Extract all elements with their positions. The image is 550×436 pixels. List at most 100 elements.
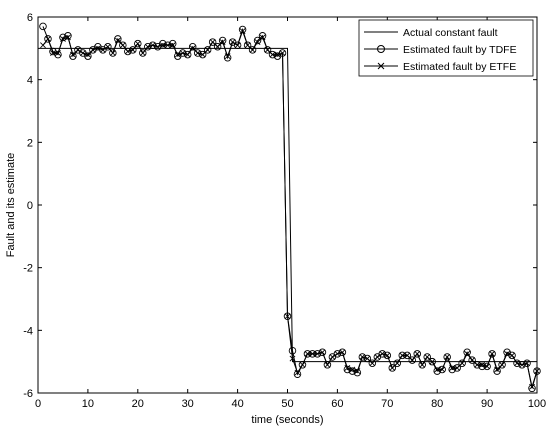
legend-box [358,19,534,77]
etfe-point [129,46,136,53]
etfe-point [399,352,406,359]
x-tick-label: 10 [82,398,94,410]
etfe-point [404,352,411,359]
etfe-point [45,36,51,42]
legend-label-etfe: Estimated fault by ETFE [403,61,516,73]
tdfe-point [243,41,252,49]
tdfe-point [428,357,436,366]
tdfe-point [408,356,417,364]
x-axis-label: time (seconds) [251,414,323,426]
etfe-point [334,350,341,357]
etfe-point [284,313,291,320]
tdfe-point [468,356,476,364]
tdfe-point [388,364,397,372]
etfe-point [189,45,196,52]
tdfe-point [253,36,262,45]
etfe-point [244,42,251,49]
etfe-point [324,361,331,368]
legend-label-actual: Actual constant fault [403,27,498,39]
etfe-point [424,354,431,360]
y-tick-label: 6 [27,12,33,24]
etfe-point [514,360,520,367]
etfe-point [249,46,256,53]
etfe-point [329,354,336,360]
etfe-point [169,42,176,49]
etfe-point [104,43,111,50]
tdfe-point [393,359,402,367]
tdfe-point [323,361,332,369]
etfe-point [234,42,241,49]
tdfe-point [188,43,197,51]
etfe-point [259,34,266,41]
etfe-point [159,42,166,49]
tdfe-point [498,361,506,369]
etfe-point [114,37,121,44]
etfe-point [79,50,86,56]
tdfe-point [418,361,426,369]
tdfe-point [39,22,47,31]
etfe-point [474,361,481,368]
etfe-point [309,350,316,357]
etfe-point [374,354,381,360]
tdfe-point [208,38,217,46]
etfe-point [509,352,515,359]
tdfe-point [488,350,496,358]
tdfe-point [493,367,501,375]
etfe-point [519,361,525,368]
tdfe-point [84,52,92,60]
etfe-point [179,50,186,56]
etfe-point [154,43,161,50]
etfe-point [269,51,276,58]
etfe-point [279,50,286,56]
etfe-point [369,360,376,367]
tdfe-point [114,35,122,43]
etfe-point [219,39,226,45]
tdfe-point [213,43,222,51]
etfe-point [394,360,401,367]
etfe-point [124,48,131,55]
x-tick-label: 80 [431,398,443,410]
tdfe-point [203,46,212,54]
x-tick-label: 40 [231,398,243,410]
etfe-point [529,383,535,390]
tdfe-point [263,46,272,54]
etfe-point [75,46,81,53]
etfe-point [344,365,351,371]
tdfe-point [258,32,267,40]
etfe-point [349,366,356,373]
y-axis-label: Fault and its estimate [5,153,17,258]
plot-frame [37,16,538,394]
legend-marker-etfe [377,62,385,70]
etfe-point [50,50,56,56]
legend: Actual constant fault Estimated fault by… [358,19,534,77]
etfe-point [94,45,101,52]
etfe-point [319,349,326,356]
etfe-point [464,350,471,357]
legend-label-tdfe: Estimated fault by TDFE [403,44,517,56]
etfe-point [229,39,236,45]
etfe-point [419,361,426,368]
etfe-point [70,51,76,58]
etfe-point [444,354,451,360]
x-tick-label: 60 [331,398,343,410]
etfe-point [524,360,530,367]
tdfe-point [343,365,352,374]
etfe-point [389,365,396,371]
tdfe-point [104,43,112,51]
etfe-point [184,51,191,58]
etfe-point [454,365,461,371]
etfe-point [264,46,271,53]
etfe-point [174,51,181,58]
tdfe-point [59,33,67,42]
x-tick-label: 30 [182,398,194,410]
etfe-point [304,350,311,357]
y-tick-label: -4 [23,325,33,337]
tdfe-point [109,49,117,57]
etfe-point [434,366,441,373]
x-tick-label: 100 [528,398,546,410]
x-tick-label: 20 [132,398,144,410]
etfe-point [239,28,246,35]
etfe-point [55,50,61,56]
etfe-point [144,43,151,50]
tdfe-point [413,350,421,358]
